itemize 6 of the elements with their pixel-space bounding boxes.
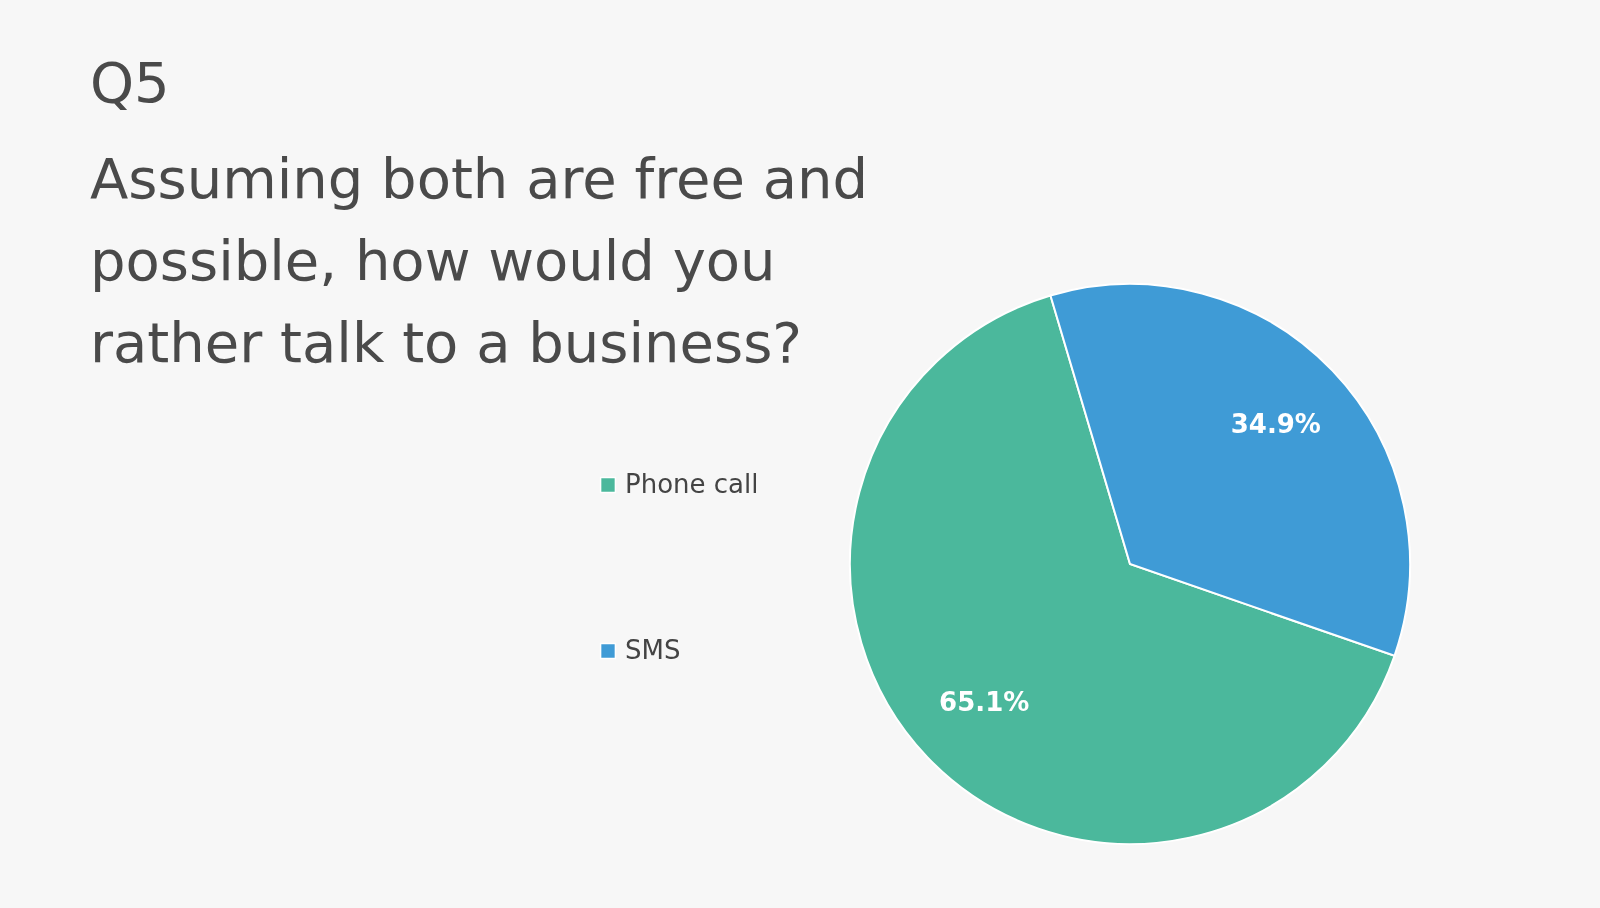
data-label: 34.9% xyxy=(1230,408,1321,439)
legend-label: Phone call xyxy=(625,469,759,499)
legend-label: SMS xyxy=(625,635,681,665)
data-label: 65.1% xyxy=(939,687,1030,718)
chart-subtitle: Assuming both are free and possible, how would you rather talk to a business? xyxy=(90,146,869,375)
text: Q5 xyxy=(90,50,170,115)
